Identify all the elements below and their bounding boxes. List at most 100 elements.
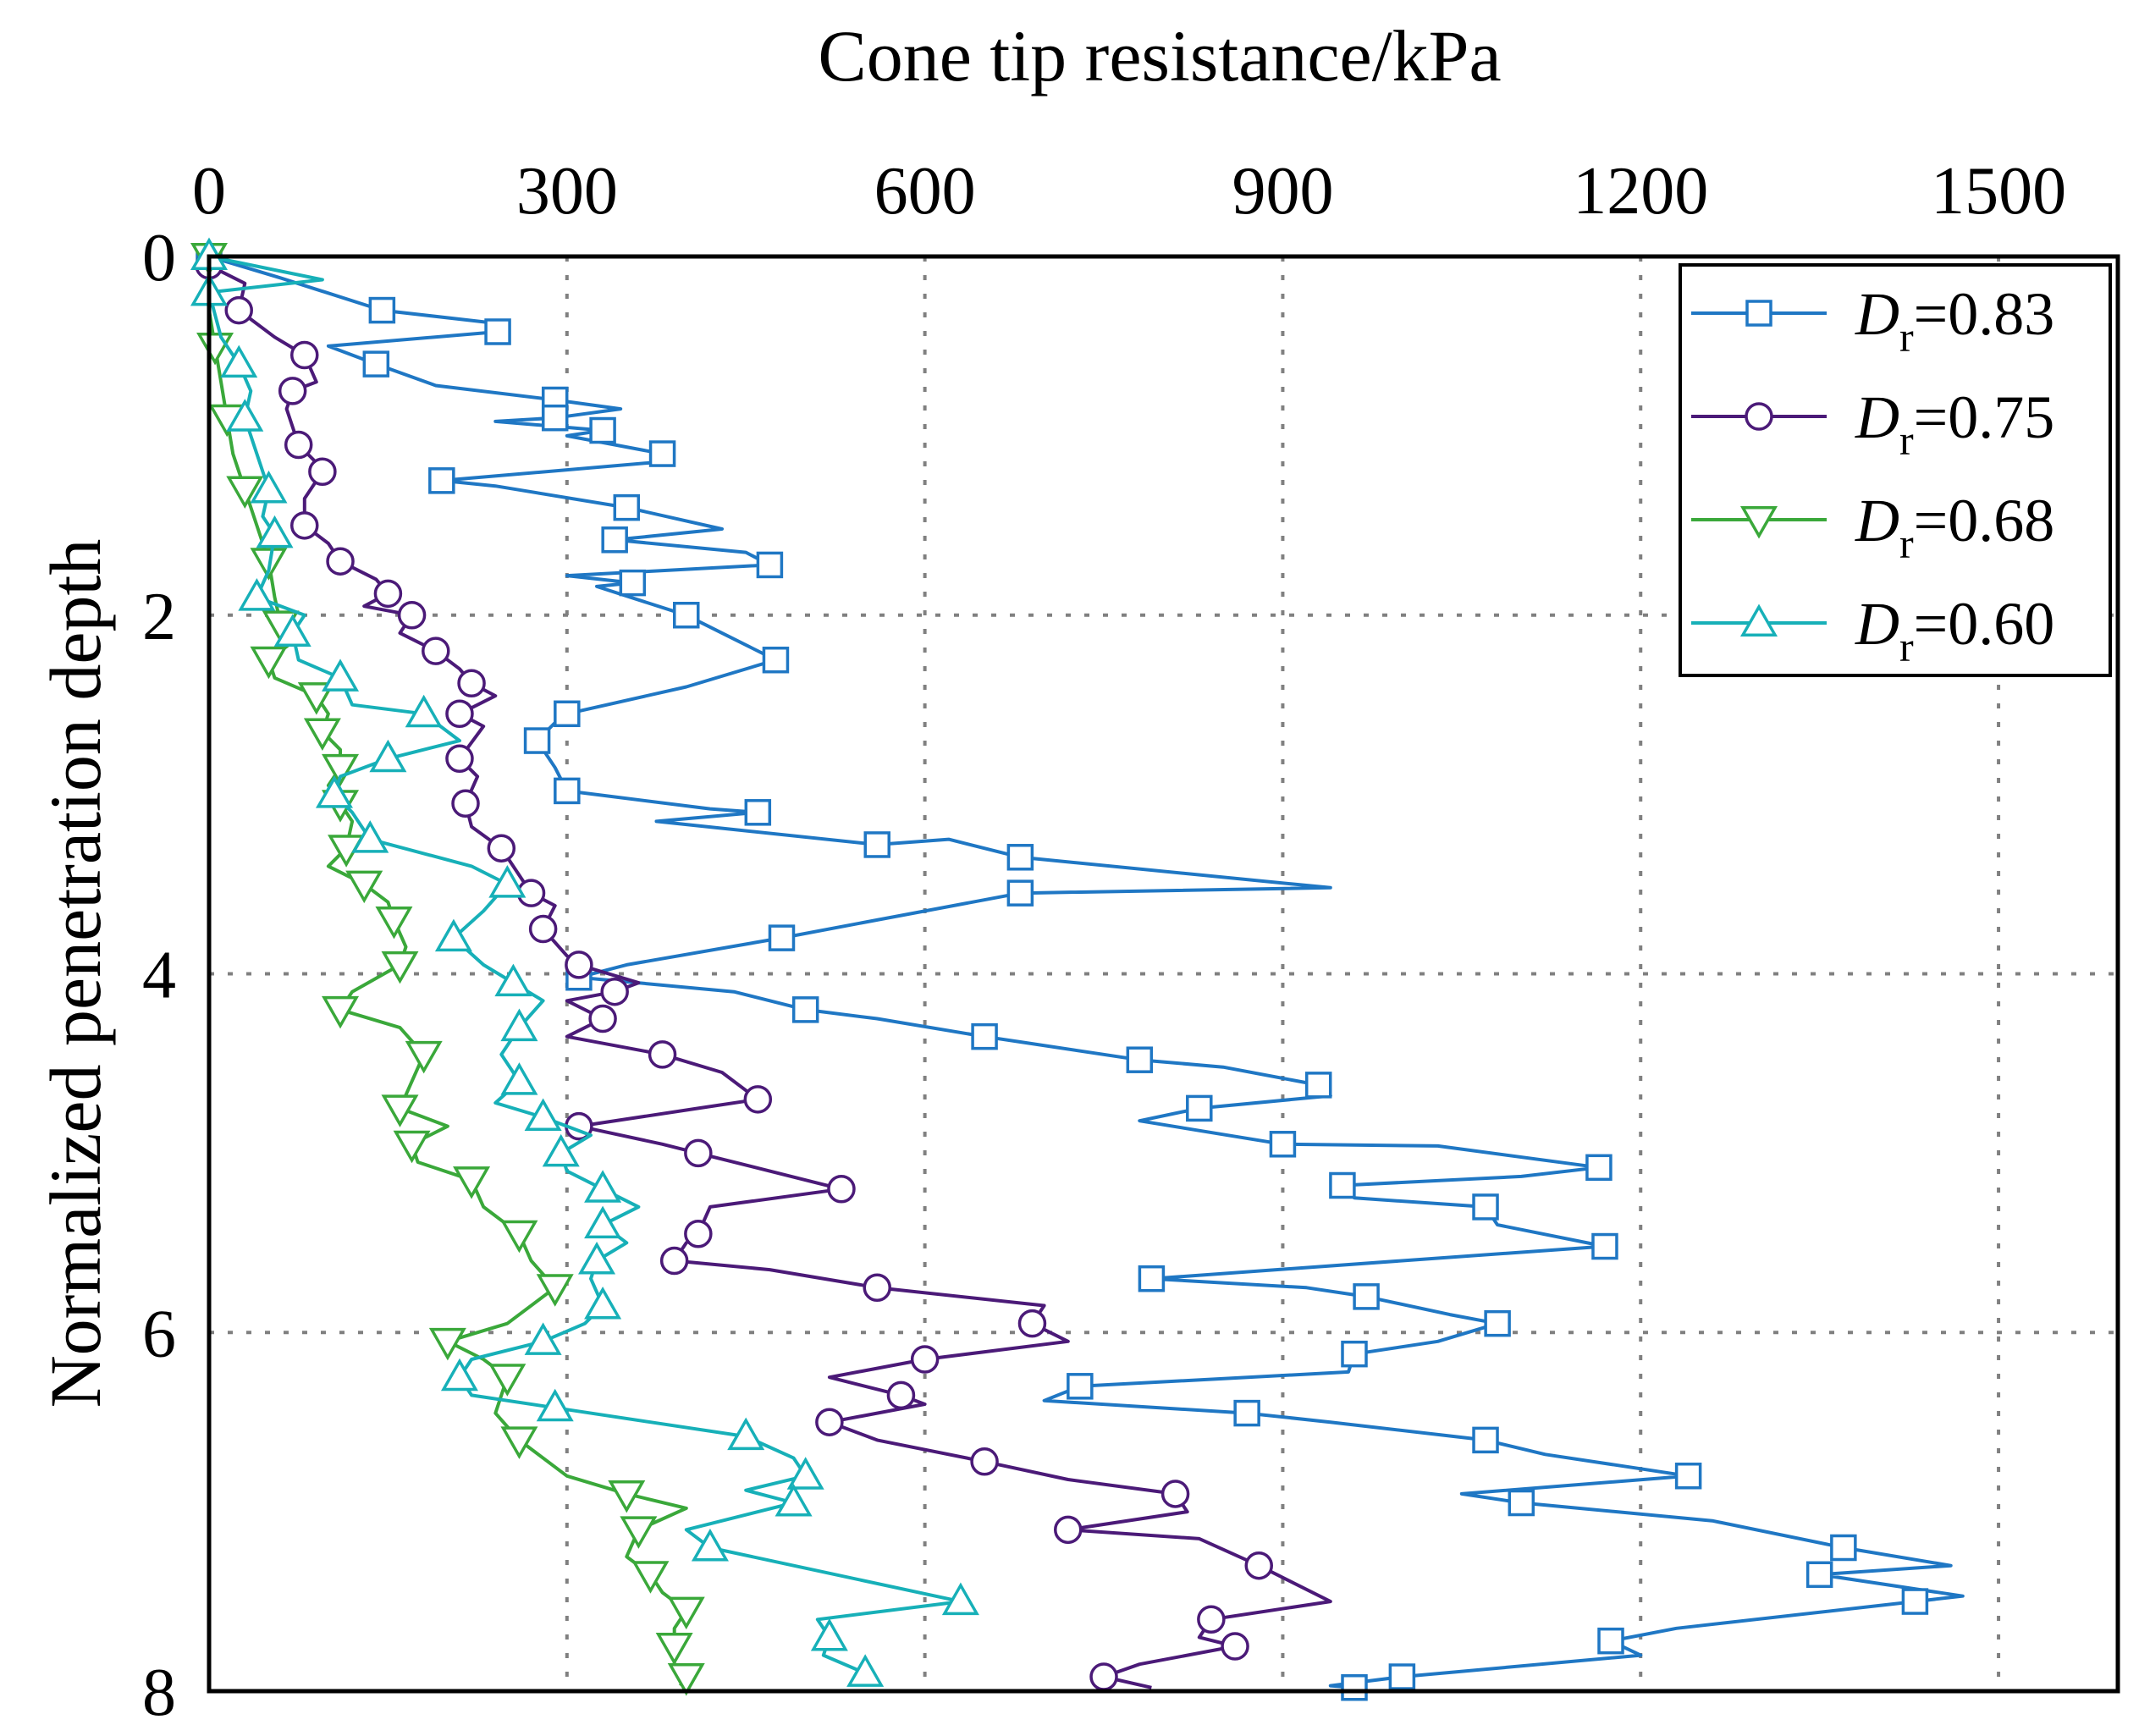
x-tick-label: 1500 [1931,154,2066,229]
data-point-marker [428,467,455,494]
legend-subscript: r [1899,313,1914,361]
data-point-marker [971,1022,998,1050]
data-point-marker [542,1133,580,1167]
legend-marker [1745,402,1773,431]
data-point-marker [1006,844,1034,871]
data-point-marker [381,951,419,984]
data-point-marker [290,511,319,540]
data-point-marker [290,340,319,370]
plot-frame [207,254,2120,1694]
data-point-marker [1233,1399,1260,1427]
data-point-marker [1805,1561,1833,1589]
legend-value: =0.83 [1914,280,2055,348]
data-point-marker [453,1166,491,1199]
data-point-marker [910,1345,940,1374]
data-point-marker [536,1388,574,1422]
data-point-marker [308,457,337,486]
legend-entry: Dr=0.75 [1691,383,2054,464]
data-point-marker [494,963,532,997]
data-point-marker [405,694,443,728]
y-tick-label: 8 [142,1656,176,1730]
data-point-marker [226,399,264,432]
data-point-marker [405,1040,443,1074]
data-point-marker [322,995,360,1029]
data-point-marker [524,1098,562,1131]
data-point-marker [1341,1674,1368,1701]
data-point-marker [613,493,641,521]
data-point-marker [1138,1265,1166,1292]
data-point-marker [1006,879,1034,907]
data-point-marker [375,906,413,940]
data-point-marker [256,515,294,548]
data-point-marker [1484,1309,1511,1337]
legend-label: Dr=0.68 [1855,487,2054,567]
data-point-marker [863,831,890,858]
series-circle [195,251,1332,1691]
data-point-marker [600,977,629,1006]
data-point-marker [667,1596,705,1630]
data-point-marker [528,914,558,944]
data-point-marker [1126,1046,1154,1073]
data-point-marker [1329,1171,1356,1199]
data-point-marker [886,1381,916,1410]
data-point-marker [786,1457,824,1490]
y-tick-label: 0 [142,221,176,295]
data-point-marker [500,1008,538,1042]
legend-entry: Dr=0.60 [1691,590,2054,670]
y-tick-label: 4 [142,939,176,1013]
data-point-marker [1388,1663,1416,1690]
legend-value: =0.68 [1914,487,2055,554]
series-triangle-down [190,243,705,1696]
data-point-marker [445,699,474,729]
data-point-marker [620,1516,658,1549]
data-point-marker [648,440,676,467]
data-point-marker [1472,1193,1499,1221]
legend-symbol: D [1855,383,1899,451]
legend-symbol: D [1855,280,1899,348]
x-tick-label: 900 [1232,154,1333,229]
x-tick-label: 300 [516,154,618,229]
data-point-marker [619,569,647,597]
legend-subscript: r [1899,520,1914,567]
legend-marker [1745,300,1772,327]
data-point-marker [655,1633,693,1666]
data-point-marker [1341,1340,1368,1368]
data-point-marker [762,646,790,674]
data-point-marker [523,727,551,754]
data-point-marker [488,1364,526,1397]
data-point-marker [488,865,526,898]
data-point-marker [691,1528,729,1562]
data-point-marker [303,718,341,751]
data-point-marker [684,1138,713,1168]
data-point-marker [673,602,700,629]
data-point-marker [422,637,450,665]
data-point-marker [565,951,593,979]
data-point-marker [1901,1588,1929,1615]
data-point-marker [428,1327,466,1361]
data-point-marker [588,1004,617,1033]
legend-symbol: D [1855,487,1899,554]
data-point-marker [238,578,276,611]
legend-label: Dr=0.75 [1855,383,2054,464]
data-point-marker [1830,1534,1857,1562]
x-axis-ticks: 0 300 600 900 1200 1500 [192,154,2066,229]
data-point-marker [659,1246,689,1276]
data-point-marker [226,476,264,509]
legend-label: Dr=0.60 [1855,590,2054,670]
series-layer [190,237,1965,1701]
data-point-marker [667,1663,705,1696]
data-point-marker [434,918,472,952]
data-point-marker [451,789,480,818]
data-point-marker [487,834,516,862]
data-point-marker [554,700,581,728]
data-point-marker [589,416,616,444]
legend-marker [1739,506,1778,539]
data-point-marker [315,775,353,808]
data-point-marker [684,1219,713,1248]
x-tick-label: 1200 [1573,154,1708,229]
data-point-marker [744,799,772,826]
series-square [196,243,1965,1701]
data-point-marker [362,350,390,378]
data-point-marker [863,1273,891,1303]
